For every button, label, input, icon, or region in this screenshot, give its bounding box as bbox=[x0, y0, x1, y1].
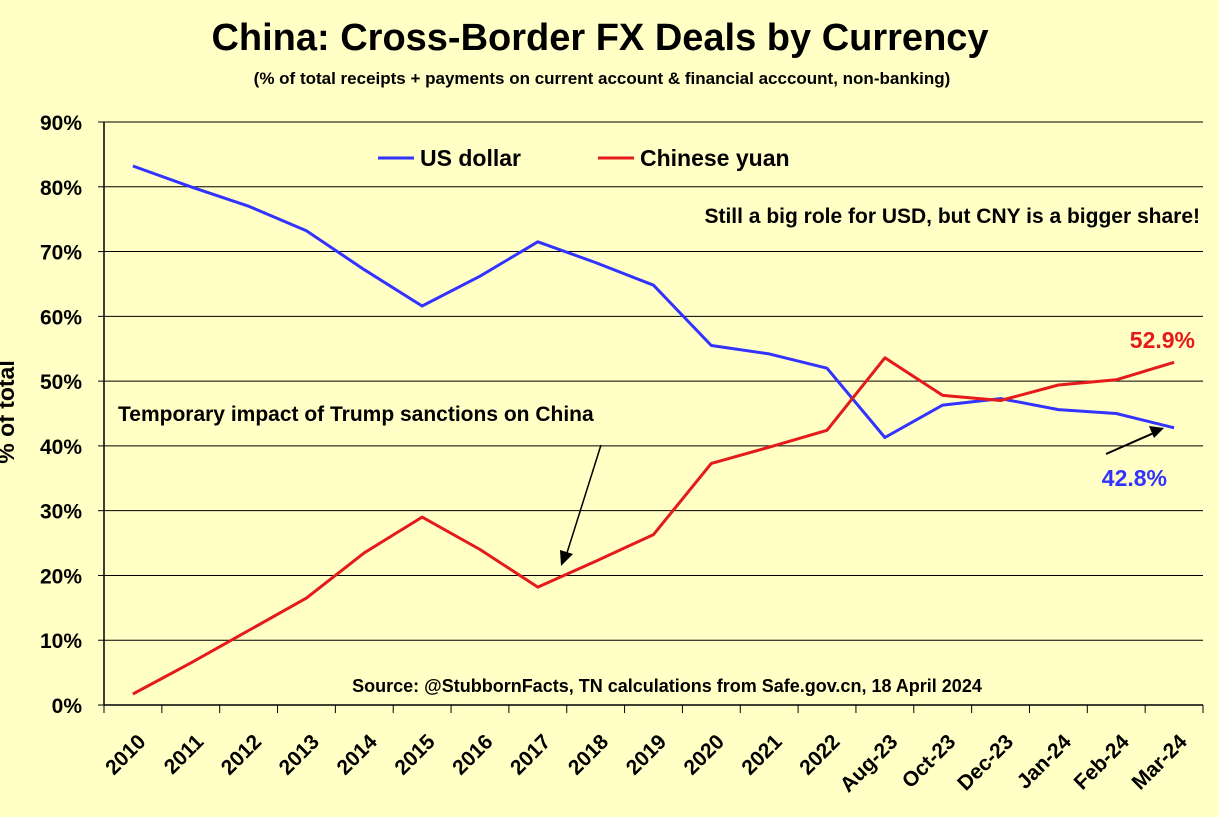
x-tick-label-mar-24: Mar-24 bbox=[1127, 730, 1191, 794]
cny-end-label: 52.9% bbox=[1130, 327, 1195, 353]
annotation-arrows bbox=[560, 426, 1164, 566]
chart-title: China: Cross-Border FX Deals by Currency bbox=[211, 17, 988, 59]
trump-arrow-head bbox=[560, 550, 573, 566]
x-tick-label-2021: 2021 bbox=[737, 730, 787, 780]
x-tick-label-2022: 2022 bbox=[795, 730, 844, 779]
y-tick-label-0: 0% bbox=[52, 695, 83, 718]
trump-arrow-shaft bbox=[565, 444, 602, 557]
y-axis-ticks: 0% 10% 20% 30% 40% 50% 60% 70% 80% 90% bbox=[40, 112, 104, 718]
x-tick-label-2010: 2010 bbox=[101, 730, 150, 779]
y-axis-label: % of total bbox=[0, 360, 19, 464]
x-tick-label-feb-24: Feb-24 bbox=[1070, 730, 1134, 794]
x-tick-label-2016: 2016 bbox=[448, 730, 497, 779]
x-tick-label-jan-24: Jan-24 bbox=[1013, 730, 1077, 794]
annotation-trump: Temporary impact of Trump sanctions on C… bbox=[118, 403, 594, 426]
series-line-us-dollar bbox=[132, 164, 1175, 439]
series-line-chinese-yuan bbox=[132, 356, 1175, 696]
x-tick-label-aug-23: Aug-23 bbox=[836, 730, 903, 797]
x-tick-label-2013: 2013 bbox=[275, 730, 324, 779]
x-tick-label-2017: 2017 bbox=[506, 730, 555, 779]
source-note: Source: @StubbornFacts, TN calculations … bbox=[352, 676, 982, 696]
usd-end-label: 42.8% bbox=[1102, 465, 1167, 491]
x-tick-label-dec-23: Dec-23 bbox=[953, 730, 1018, 795]
x-tick-label-2020: 2020 bbox=[680, 730, 729, 779]
y-tick-label-30: 30% bbox=[40, 501, 82, 524]
chart-subtitle: (% of total receipts + payments on curre… bbox=[254, 69, 951, 88]
gridlines bbox=[104, 121, 1203, 641]
x-tick-label-2015: 2015 bbox=[390, 730, 440, 780]
legend-label-us-dollar: US dollar bbox=[420, 145, 521, 171]
x-tick-label-2011: 2011 bbox=[160, 730, 209, 779]
x-tick-label-2012: 2012 bbox=[217, 730, 266, 779]
y-tick-label-50: 50% bbox=[40, 371, 82, 394]
usd-arrow-head bbox=[1149, 426, 1164, 438]
y-tick-label-20: 20% bbox=[40, 565, 82, 588]
y-tick-label-10: 10% bbox=[40, 630, 82, 653]
legend: US dollar Chinese yuan bbox=[378, 145, 790, 171]
x-tick-label-2014: 2014 bbox=[333, 730, 383, 780]
y-tick-label-60: 60% bbox=[40, 306, 82, 329]
legend-label-chinese-yuan: Chinese yuan bbox=[640, 145, 790, 171]
y-tick-label-70: 70% bbox=[40, 242, 82, 265]
y-tick-label-40: 40% bbox=[40, 436, 82, 459]
annotation-usd-cny: Still a big role for USD, but CNY is a b… bbox=[704, 205, 1200, 228]
x-axis-ticks: 2010 2011 2012 2013 2014 2015 2016 2017 2018 2019… bbox=[101, 705, 1204, 797]
x-tick-label-2019: 2019 bbox=[622, 730, 671, 779]
usd-arrow-shaft bbox=[1105, 431, 1157, 455]
y-tick-label-90: 90% bbox=[40, 112, 82, 135]
x-tick-label-2018: 2018 bbox=[564, 730, 614, 780]
series-lines bbox=[132, 164, 1175, 696]
x-tick-label-oct-23: Oct-23 bbox=[898, 730, 960, 792]
axes bbox=[103, 122, 1203, 706]
y-tick-label-80: 80% bbox=[40, 177, 82, 200]
